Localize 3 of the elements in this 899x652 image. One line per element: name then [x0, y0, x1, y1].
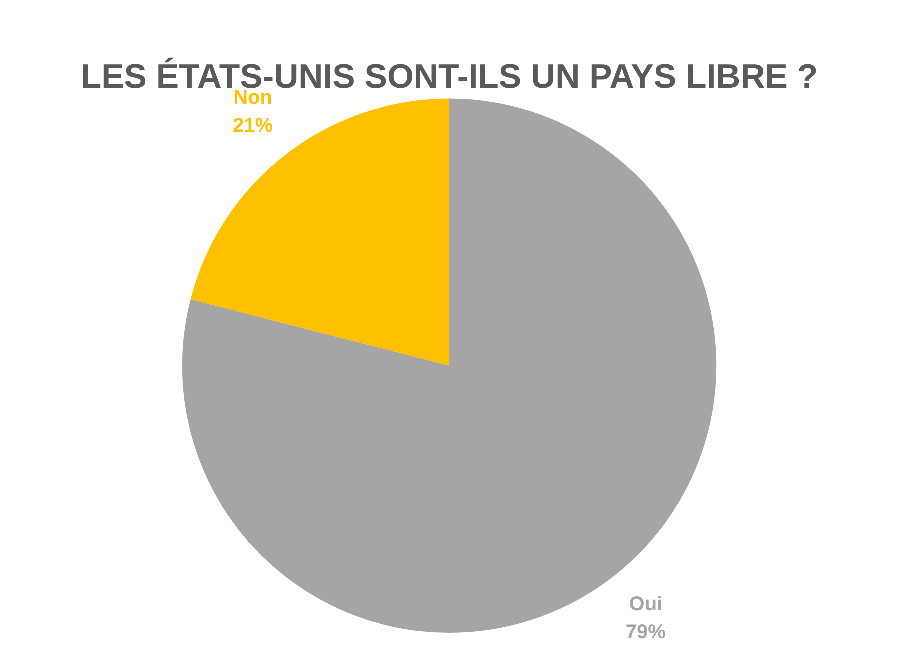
- data-label: 79%: [626, 622, 666, 644]
- slice-label: Oui: [629, 594, 663, 616]
- data-label: 21%: [233, 115, 274, 138]
